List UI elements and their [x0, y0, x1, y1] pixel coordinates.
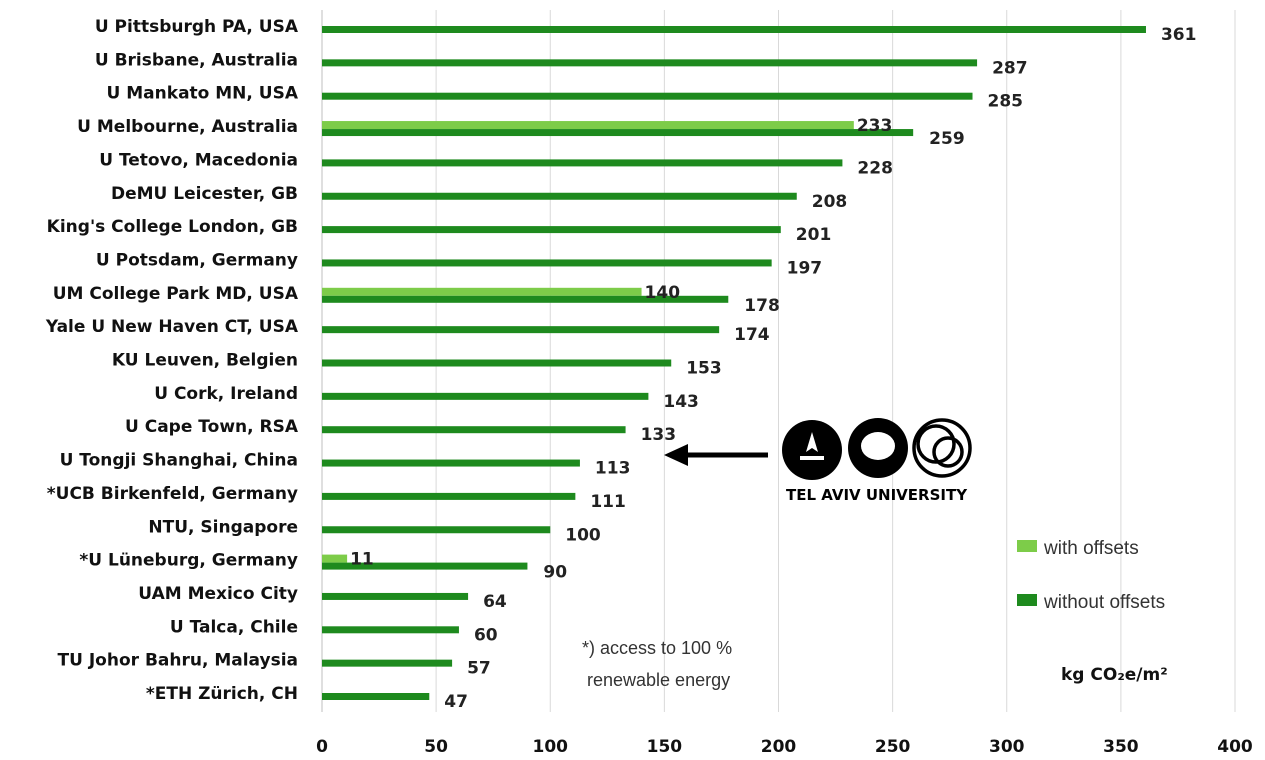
legend: with offsets without offsets	[1017, 538, 1165, 613]
bars: 361 287 285 233 259 228 208 201 197 140 178 174 153 1…	[322, 25, 1196, 712]
logo-text: TEL AVIV UNIVERSITY	[786, 486, 968, 504]
data-label-without-offsets: 111	[590, 492, 626, 512]
category-label: UM College Park MD, USA	[53, 284, 299, 304]
x-tick-label: 150	[647, 737, 683, 757]
bar-without-offsets	[322, 259, 772, 267]
category-label: DeMU Leicester, GB	[111, 184, 298, 204]
bar-without-offsets	[322, 129, 914, 137]
x-axis-unit-label: kg CO₂e/m²	[1061, 665, 1168, 685]
bar-without-offsets	[322, 459, 580, 467]
bar-without-offsets	[322, 359, 672, 367]
bar-without-offsets	[322, 693, 430, 700]
logo-rings-icon	[912, 418, 972, 478]
category-label: U Mankato MN, USA	[107, 84, 299, 104]
data-label-with-offsets: 233	[857, 116, 893, 136]
bar-without-offsets	[322, 562, 528, 570]
arrow-left-icon	[664, 444, 768, 466]
category-labels: U Pittsburgh PA, USA U Brisbane, Australi…	[45, 17, 299, 704]
category-label: U Melbourne, Australia	[77, 117, 298, 137]
bar-without-offsets	[322, 526, 551, 534]
category-label: *ETH Zürich, CH	[146, 684, 298, 704]
bar-without-offsets	[322, 659, 453, 667]
legend-swatch-without-offsets	[1017, 594, 1037, 606]
bar-without-offsets	[322, 26, 1146, 33]
tel-aviv-university-logo: TEL AVIV UNIVERSITY	[782, 418, 972, 504]
bar-without-offsets	[322, 592, 469, 600]
data-label-without-offsets: 287	[992, 58, 1028, 78]
data-label-without-offsets: 143	[663, 392, 699, 412]
data-label-without-offsets: 285	[988, 92, 1024, 112]
data-label-without-offsets: 153	[686, 359, 722, 379]
bar-without-offsets	[322, 192, 797, 200]
category-label: U Cork, Ireland	[154, 384, 298, 404]
category-label: King's College London, GB	[47, 217, 298, 237]
bar-without-offsets	[322, 392, 649, 400]
bar-without-offsets	[322, 426, 626, 434]
x-tick-labels: 0 50 100 150 200 250 300 350 400	[316, 737, 1253, 757]
category-label: TU Johor Bahru, Malaysia	[58, 651, 298, 671]
category-label: *U Lüneburg, Germany	[79, 551, 298, 571]
data-label-without-offsets: 100	[565, 525, 601, 545]
legend-swatch-with-offsets	[1017, 540, 1037, 552]
data-label-with-offsets: 140	[645, 283, 681, 303]
data-label-without-offsets: 60	[474, 625, 498, 645]
data-label-without-offsets: 197	[787, 258, 823, 278]
data-label-without-offsets: 90	[543, 563, 567, 583]
category-label: Yale U New Haven CT, USA	[45, 317, 299, 337]
legend-label-without-offsets: without offsets	[1043, 592, 1165, 613]
bar-without-offsets	[322, 59, 978, 67]
bar-with-offsets	[322, 287, 642, 296]
x-tick-label: 100	[533, 737, 569, 757]
x-tick-label: 250	[875, 737, 911, 757]
data-label-without-offsets: 57	[467, 659, 491, 679]
category-label: U Pittsburgh PA, USA	[95, 17, 299, 37]
category-label: U Tongji Shanghai, China	[60, 451, 298, 471]
category-label: U Brisbane, Australia	[95, 50, 298, 70]
category-label: UAM Mexico City	[138, 584, 298, 604]
footnote-annotation: *) access to 100 % renewable energy	[582, 638, 732, 690]
x-tick-label: 50	[424, 737, 448, 757]
data-label-with-offsets: 11	[350, 550, 374, 570]
data-label-without-offsets: 178	[744, 296, 780, 316]
bar-without-offsets	[322, 226, 781, 234]
data-label-without-offsets: 361	[1161, 25, 1197, 45]
data-label-without-offsets: 64	[483, 592, 507, 612]
category-label: U Cape Town, RSA	[125, 417, 299, 437]
bar-without-offsets	[322, 326, 720, 334]
bar-with-offsets	[322, 121, 854, 130]
data-label-without-offsets: 174	[734, 325, 770, 345]
bar-with-offsets	[322, 554, 348, 563]
category-label: U Potsdam, Germany	[96, 250, 298, 270]
bar-without-offsets	[322, 295, 729, 303]
x-tick-label: 0	[316, 737, 328, 757]
x-tick-label: 200	[761, 737, 797, 757]
category-label: NTU, Singapore	[148, 517, 298, 537]
footnote-line-2: renewable energy	[587, 670, 730, 690]
data-label-without-offsets: 228	[857, 158, 893, 178]
category-label: U Tetovo, Macedonia	[99, 150, 298, 170]
bar-without-offsets	[322, 92, 973, 100]
bar-without-offsets	[322, 626, 459, 634]
legend-label-with-offsets: with offsets	[1043, 538, 1139, 559]
data-label-without-offsets: 113	[595, 459, 631, 479]
category-label: U Talca, Chile	[170, 617, 298, 637]
x-tick-label: 400	[1217, 737, 1253, 757]
logo-emblem-icon	[782, 420, 842, 480]
x-tick-label: 300	[989, 737, 1025, 757]
x-tick-label: 350	[1103, 737, 1139, 757]
category-label: KU Leuven, Belgien	[112, 351, 298, 371]
data-label-without-offsets: 133	[641, 425, 677, 445]
category-label: *UCB Birkenfeld, Germany	[47, 484, 298, 504]
data-label-without-offsets: 208	[812, 192, 848, 212]
bar-without-offsets	[322, 492, 576, 500]
bar-without-offsets	[322, 159, 843, 167]
footnote-line-1: *) access to 100 %	[582, 638, 732, 658]
data-label-without-offsets: 47	[444, 692, 468, 712]
data-label-without-offsets: 259	[929, 129, 965, 149]
data-label-without-offsets: 201	[796, 225, 832, 245]
